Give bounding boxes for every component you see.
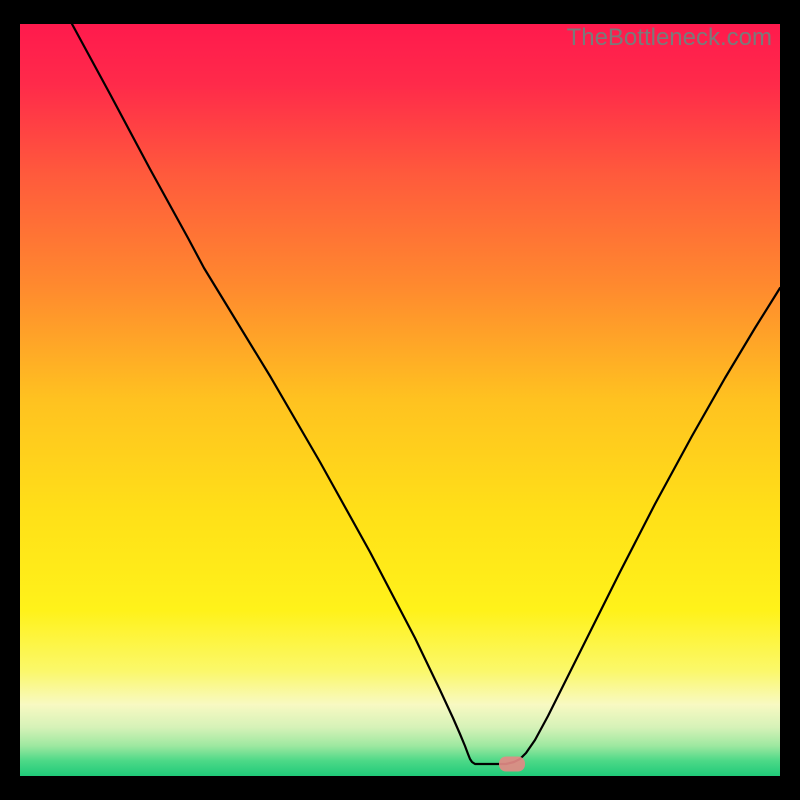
frame-top — [0, 0, 800, 24]
frame-left — [0, 0, 20, 800]
bottleneck-chart — [20, 24, 780, 776]
frame-right — [780, 0, 800, 800]
watermark-text: TheBottleneck.com — [567, 24, 772, 52]
frame-bottom — [0, 776, 800, 800]
plot-area: TheBottleneck.com — [20, 24, 780, 776]
optimum-marker — [499, 757, 525, 772]
